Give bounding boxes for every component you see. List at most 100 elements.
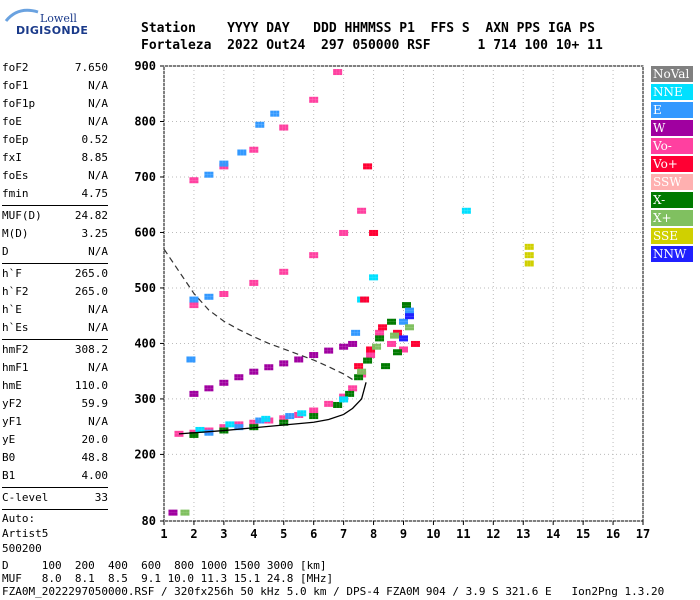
trace-point-e bbox=[410, 310, 414, 314]
trace-point-vo bbox=[309, 252, 313, 256]
trace-point-vo bbox=[252, 282, 256, 286]
legend-item: SSW bbox=[651, 174, 693, 190]
trace-point-vo bbox=[249, 146, 253, 150]
trace-point-nne bbox=[267, 418, 271, 422]
trace-point-e bbox=[240, 149, 244, 153]
param-row: foF2 7.650 bbox=[2, 60, 108, 78]
param-row: foF1p N/A bbox=[2, 96, 108, 114]
trace-point-x bbox=[387, 363, 391, 367]
trace-point-vo bbox=[189, 429, 193, 433]
trace-point-nne bbox=[264, 415, 268, 419]
ionogram-plot: 1 2 3 4 5 6 7 8 9 10 11 12 13 14 15 16 17802003004005006… bbox=[134, 59, 650, 541]
x-tick-label: 14 bbox=[546, 527, 560, 541]
trace-point-x bbox=[309, 413, 313, 417]
trace-point-e bbox=[192, 356, 196, 360]
trace-point-vo bbox=[225, 291, 229, 294]
trace-point-vo bbox=[342, 393, 346, 397]
trace-point-vo bbox=[279, 124, 283, 128]
trace-point-vo bbox=[315, 252, 319, 256]
trace-point-e bbox=[237, 424, 241, 428]
trace-point-nne bbox=[261, 415, 265, 419]
trace-point-x bbox=[255, 427, 259, 431]
legend-item: W bbox=[651, 120, 693, 136]
trace-point-x bbox=[387, 318, 391, 322]
trace-point-w bbox=[189, 390, 193, 394]
trace-point-vo bbox=[366, 296, 370, 300]
trace-point-w bbox=[279, 360, 283, 364]
trace-point-e bbox=[234, 427, 238, 431]
trace-point-e bbox=[189, 299, 193, 303]
trace-point-nne bbox=[198, 429, 202, 433]
trace-point-nnw bbox=[407, 316, 411, 320]
trace-point-x bbox=[189, 434, 193, 438]
trace-point-nnw bbox=[402, 335, 405, 339]
trace-point-x bbox=[357, 374, 361, 378]
trace-point-vo bbox=[189, 177, 193, 181]
trace-point-vo bbox=[315, 96, 319, 100]
trace-point-vo bbox=[360, 366, 364, 370]
trace-point-e bbox=[210, 171, 214, 175]
trace-point-vo bbox=[249, 149, 253, 153]
trace-point-x bbox=[225, 427, 229, 431]
trace-point-nne bbox=[372, 277, 376, 281]
trace-point-vo bbox=[279, 271, 283, 275]
trace-point-e bbox=[195, 299, 199, 303]
param-name: hmF1 bbox=[2, 361, 29, 374]
trace-point-vo bbox=[366, 299, 370, 303]
trace-point-vo bbox=[345, 229, 349, 233]
trace-point-vo bbox=[375, 332, 379, 336]
trace-point-vo bbox=[195, 302, 199, 306]
param-row: h`E N/A bbox=[2, 302, 108, 320]
trace-point-nne bbox=[342, 399, 346, 403]
trace-point-w bbox=[270, 367, 274, 371]
trace-point-vo bbox=[219, 291, 223, 294]
trace-point-vo bbox=[393, 340, 397, 344]
trace-point-w bbox=[240, 377, 244, 381]
trace-point-vo bbox=[312, 252, 316, 256]
trace-point-nne bbox=[464, 210, 468, 214]
param-row: yE 20.0 bbox=[2, 432, 108, 450]
trace-point-e bbox=[261, 124, 265, 128]
trace-point-e bbox=[195, 296, 199, 300]
trace-point-w bbox=[294, 356, 298, 360]
param-row: MUF(D) 24.82 bbox=[2, 208, 108, 226]
trace-point-w bbox=[168, 512, 172, 516]
trace-point-x bbox=[393, 335, 397, 339]
trace-point-w bbox=[174, 512, 178, 516]
trace-point-vo bbox=[270, 420, 274, 424]
trace-point-nne bbox=[297, 410, 301, 414]
legend-item: SSE bbox=[651, 228, 693, 244]
trace-point-vo bbox=[327, 400, 331, 404]
trace-point-w bbox=[300, 359, 304, 363]
trace-point-vo bbox=[249, 279, 253, 283]
trace-point-vo bbox=[225, 294, 229, 297]
trace-point-x bbox=[363, 357, 367, 361]
trace-point-vo bbox=[234, 421, 238, 425]
trace-point-w bbox=[327, 347, 331, 351]
trace-point-e bbox=[240, 424, 244, 428]
trace-point-w bbox=[255, 368, 259, 372]
trace-point-vo bbox=[282, 415, 286, 419]
trace-point-x bbox=[279, 422, 283, 426]
trace-point-x bbox=[309, 416, 313, 420]
trace-point-x bbox=[348, 393, 352, 397]
trace-point-e bbox=[204, 429, 208, 433]
trace-point-x bbox=[366, 360, 370, 364]
y-tick-label: 800 bbox=[134, 114, 156, 128]
trace-point-sse bbox=[527, 255, 531, 259]
trace-point-sse bbox=[530, 255, 534, 259]
trace-point-x bbox=[399, 349, 403, 353]
trace-point-e bbox=[402, 318, 405, 322]
param-row: hmE 110.0 bbox=[2, 378, 108, 396]
trace-point-e bbox=[243, 149, 247, 153]
legend-item: X- bbox=[651, 192, 693, 208]
trace-point-e bbox=[210, 296, 214, 300]
trace-point-vo bbox=[366, 346, 370, 350]
param-name: MUF(D) bbox=[2, 209, 42, 222]
param-value: 24.82 bbox=[74, 209, 108, 222]
trace-point-w bbox=[189, 393, 193, 397]
trace-point-x bbox=[404, 305, 408, 309]
trace-point-vo bbox=[369, 166, 373, 170]
trace-point-vo bbox=[255, 149, 259, 153]
lowell-digisonde-logo: Lowell DIGISONDE bbox=[4, 4, 88, 40]
